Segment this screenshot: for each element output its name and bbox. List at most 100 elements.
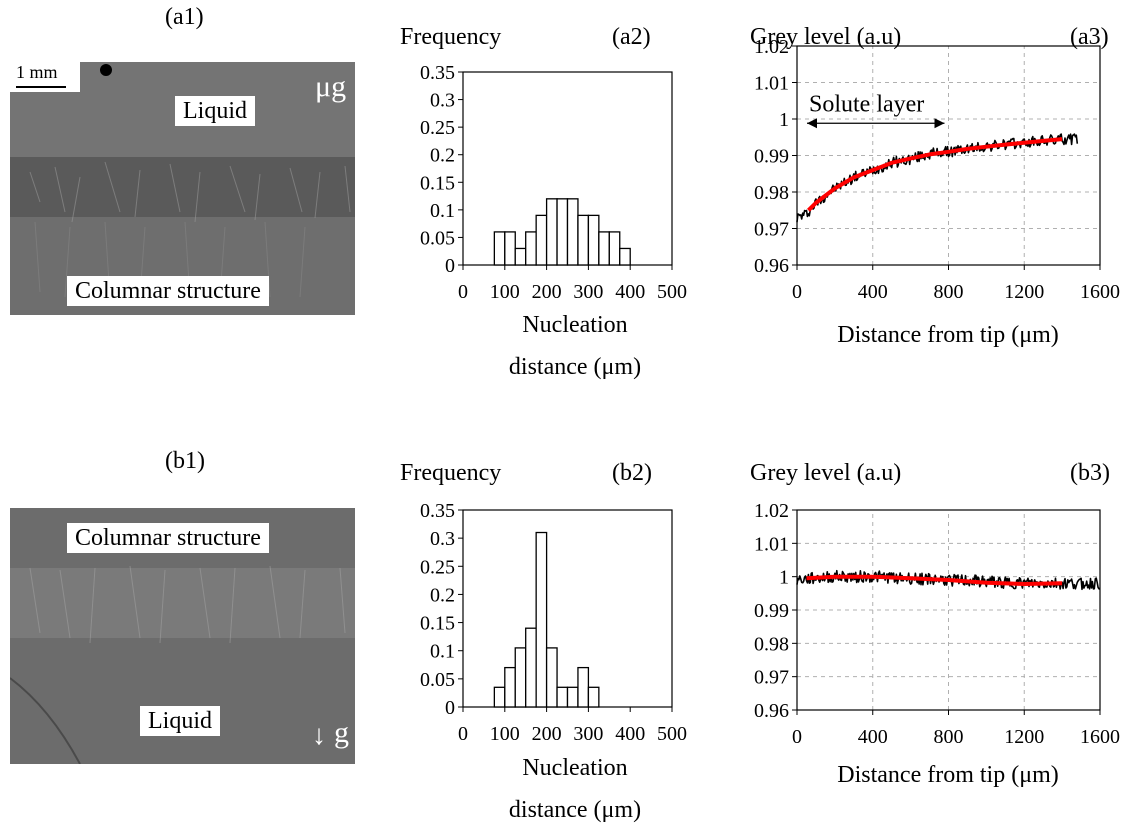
a2-bar — [493, 231, 506, 266]
b2-plot-frame — [462, 509, 673, 708]
a3-panel-label: (a3) — [1070, 24, 1109, 50]
gravity-label-b1: g — [334, 716, 349, 749]
liquid-label-b1: Liquid — [140, 706, 220, 736]
b2-ytick-label: 0.2 — [430, 584, 455, 606]
a3-ytick-label: 0.99 — [754, 146, 789, 168]
gravity-label-a1: μg — [315, 70, 347, 103]
micrograph-b1: Columnar structure Liquid ↓ g — [10, 508, 355, 764]
a2-ytick-label: 0.2 — [430, 145, 455, 167]
a2-ytick-label: 0.3 — [430, 90, 455, 112]
b2-ytick-label: 0.15 — [420, 613, 455, 635]
b2-bar — [556, 686, 569, 708]
a2-ytick-label: 0.25 — [420, 117, 455, 139]
a2-panel-label: (a2) — [612, 24, 651, 50]
a3-xtick-label: 800 — [934, 281, 964, 303]
a3-ylabel: Grey level (a.u) — [750, 24, 901, 50]
a2-xlabel-1: distance (μm) — [509, 354, 641, 380]
a2-xtick-label: 400 — [615, 281, 645, 303]
a2-xtick-label: 100 — [490, 281, 520, 303]
a2-bar — [587, 214, 600, 266]
a3-annotation-arrowhead-right — [934, 118, 945, 129]
a2-bar — [556, 198, 569, 266]
a2-ylabel: Frequency — [400, 24, 501, 50]
b2-ytick-label: 0.1 — [430, 641, 455, 663]
b2-xtick-label: 500 — [657, 723, 687, 745]
a2-bar — [577, 214, 590, 266]
a3-plot-frame — [796, 45, 1101, 266]
b2-xtick-label: 300 — [573, 723, 603, 745]
b2-xlabel-0: Nucleation — [522, 755, 627, 781]
b2-xtick-label: 100 — [490, 723, 520, 745]
b2-xtick-label: 200 — [532, 723, 562, 745]
b2-bar — [545, 647, 558, 708]
a2-ytick-label: 0.1 — [430, 200, 455, 222]
a3-xtick-label: 0 — [792, 281, 802, 303]
scale-bar: 1 mm — [10, 62, 80, 92]
a3-xtick-label: 400 — [858, 281, 888, 303]
b2-bar — [514, 647, 527, 708]
panel-label-a1: (a1) — [165, 4, 204, 30]
b3-ytick-label: 1.01 — [754, 533, 789, 555]
b3-ytick-label: 0.98 — [754, 633, 789, 655]
a3-ytick-label: 0.98 — [754, 182, 789, 204]
a2-ytick-label: 0 — [445, 255, 455, 277]
scale-bar-label: 1 mm — [16, 62, 58, 82]
a2-ytick-label: 0.35 — [420, 62, 455, 84]
b3-plot-frame — [796, 509, 1101, 711]
b2-bar — [587, 686, 600, 708]
b2-bar — [577, 666, 590, 708]
micrograph-a1: 1 mm μg Liquid Columnar structure — [10, 62, 355, 315]
b2-panel-label: (b2) — [612, 460, 652, 486]
b2-ytick-label: 0.25 — [420, 556, 455, 578]
a2-bar — [598, 231, 610, 266]
a2-xlabel-0: Nucleation — [522, 312, 627, 338]
a2-bar — [535, 214, 548, 266]
a2-bar — [545, 198, 558, 266]
b2-bar — [504, 666, 516, 708]
liquid-label-a1: Liquid — [175, 96, 255, 126]
a2-xtick-label: 300 — [573, 281, 603, 303]
b3-xlabel-0: Distance from tip (μm) — [837, 762, 1058, 788]
columnar-label-b1: Columnar structure — [67, 523, 269, 553]
b3-ytick-label: 0.97 — [754, 667, 789, 689]
a3-series-line-1 — [806, 137, 1063, 212]
b3-xtick-label: 400 — [858, 726, 888, 748]
b2-xtick-label: 400 — [615, 723, 645, 745]
b2-xlabel-1: distance (μm) — [509, 797, 641, 823]
a3-xtick-label: 1200 — [1004, 281, 1044, 303]
b2-xtick-label: 0 — [458, 723, 468, 745]
a3-ytick-label: 0.97 — [754, 219, 789, 241]
b3-ytick-label: 1 — [779, 567, 789, 589]
a2-bar — [566, 198, 579, 266]
b2-ylabel: Frequency — [400, 460, 501, 486]
a2-bar — [619, 247, 631, 266]
b2-bar — [566, 686, 579, 708]
b3-xtick-label: 800 — [934, 726, 964, 748]
b3-ytick-label: 0.99 — [754, 600, 789, 622]
b3-panel-label: (b3) — [1070, 460, 1110, 486]
a2-xtick-label: 500 — [657, 281, 687, 303]
b2-bar — [535, 531, 548, 708]
a2-bar — [504, 231, 516, 266]
a2-bar — [514, 247, 527, 266]
b3-ytick-label: 1.02 — [754, 500, 789, 522]
a2-bar — [525, 231, 537, 266]
gravity-arrow-b1: ↓ — [312, 720, 326, 751]
a3-ytick-label: 0.96 — [754, 255, 789, 277]
columnar-label-a1: Columnar structure — [67, 276, 269, 306]
a3-xtick-label: 1600 — [1080, 281, 1120, 303]
a2-bar — [608, 231, 621, 266]
scale-bar-line — [16, 86, 66, 88]
b2-ytick-label: 0.3 — [430, 528, 455, 550]
a3-ytick-label: 1.02 — [754, 36, 789, 58]
b3-xtick-label: 1200 — [1004, 726, 1044, 748]
a3-xlabel-0: Distance from tip (μm) — [837, 322, 1058, 348]
panel-label-b1: (b1) — [165, 448, 205, 474]
b2-ytick-label: 0.05 — [420, 669, 455, 691]
b2-ytick-label: 0.35 — [420, 500, 455, 522]
a2-xtick-label: 200 — [532, 281, 562, 303]
a2-xtick-label: 0 — [458, 281, 468, 303]
b3-ylabel: Grey level (a.u) — [750, 460, 901, 486]
b3-xtick-label: 0 — [792, 726, 802, 748]
a3-series-line-0 — [796, 133, 1079, 223]
